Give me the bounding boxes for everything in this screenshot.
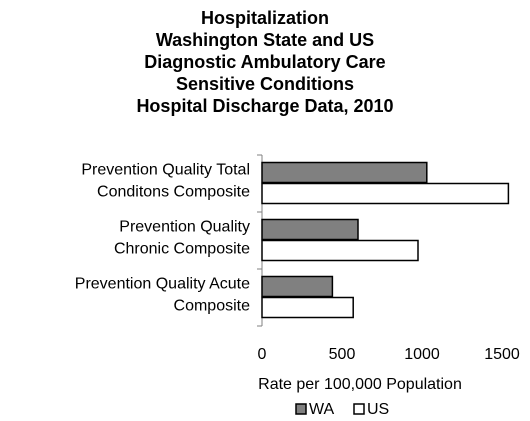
y-tick-label: Prevention Quality — [119, 219, 250, 236]
y-tick-label: Composite — [174, 298, 251, 315]
chart-title: Hospitalization — [201, 8, 329, 28]
y-tick-label: Chronic Composite — [114, 241, 250, 258]
legend-label: US — [367, 401, 389, 418]
bar — [261, 182, 510, 205]
legend-swatch — [353, 403, 365, 415]
legend-swatch — [295, 403, 307, 415]
chart-title: Washington State and US — [156, 30, 374, 50]
chart-title: Sensitive Conditions — [176, 74, 354, 94]
bar — [261, 161, 428, 184]
bar — [261, 275, 334, 298]
chart-title: Hospital Discharge Data, 2010 — [136, 96, 393, 116]
y-tick-label: Prevention Quality Total — [81, 162, 250, 179]
legend-label: WA — [309, 401, 335, 418]
y-tick-label: Prevention Quality Acute — [75, 276, 250, 293]
chart-title: Diagnostic Ambulatory Care — [144, 52, 385, 72]
bar — [261, 296, 354, 319]
bar — [261, 239, 419, 262]
x-tick-label: 500 — [329, 346, 356, 363]
x-axis-label: Rate per 100,000 Population — [258, 376, 462, 393]
x-tick-label: 1000 — [404, 346, 440, 363]
y-tick-label: Conditons Composite — [97, 184, 250, 201]
x-tick-label: 0 — [258, 346, 267, 363]
x-tick-label: 1500 — [484, 346, 520, 363]
bar — [261, 218, 359, 241]
